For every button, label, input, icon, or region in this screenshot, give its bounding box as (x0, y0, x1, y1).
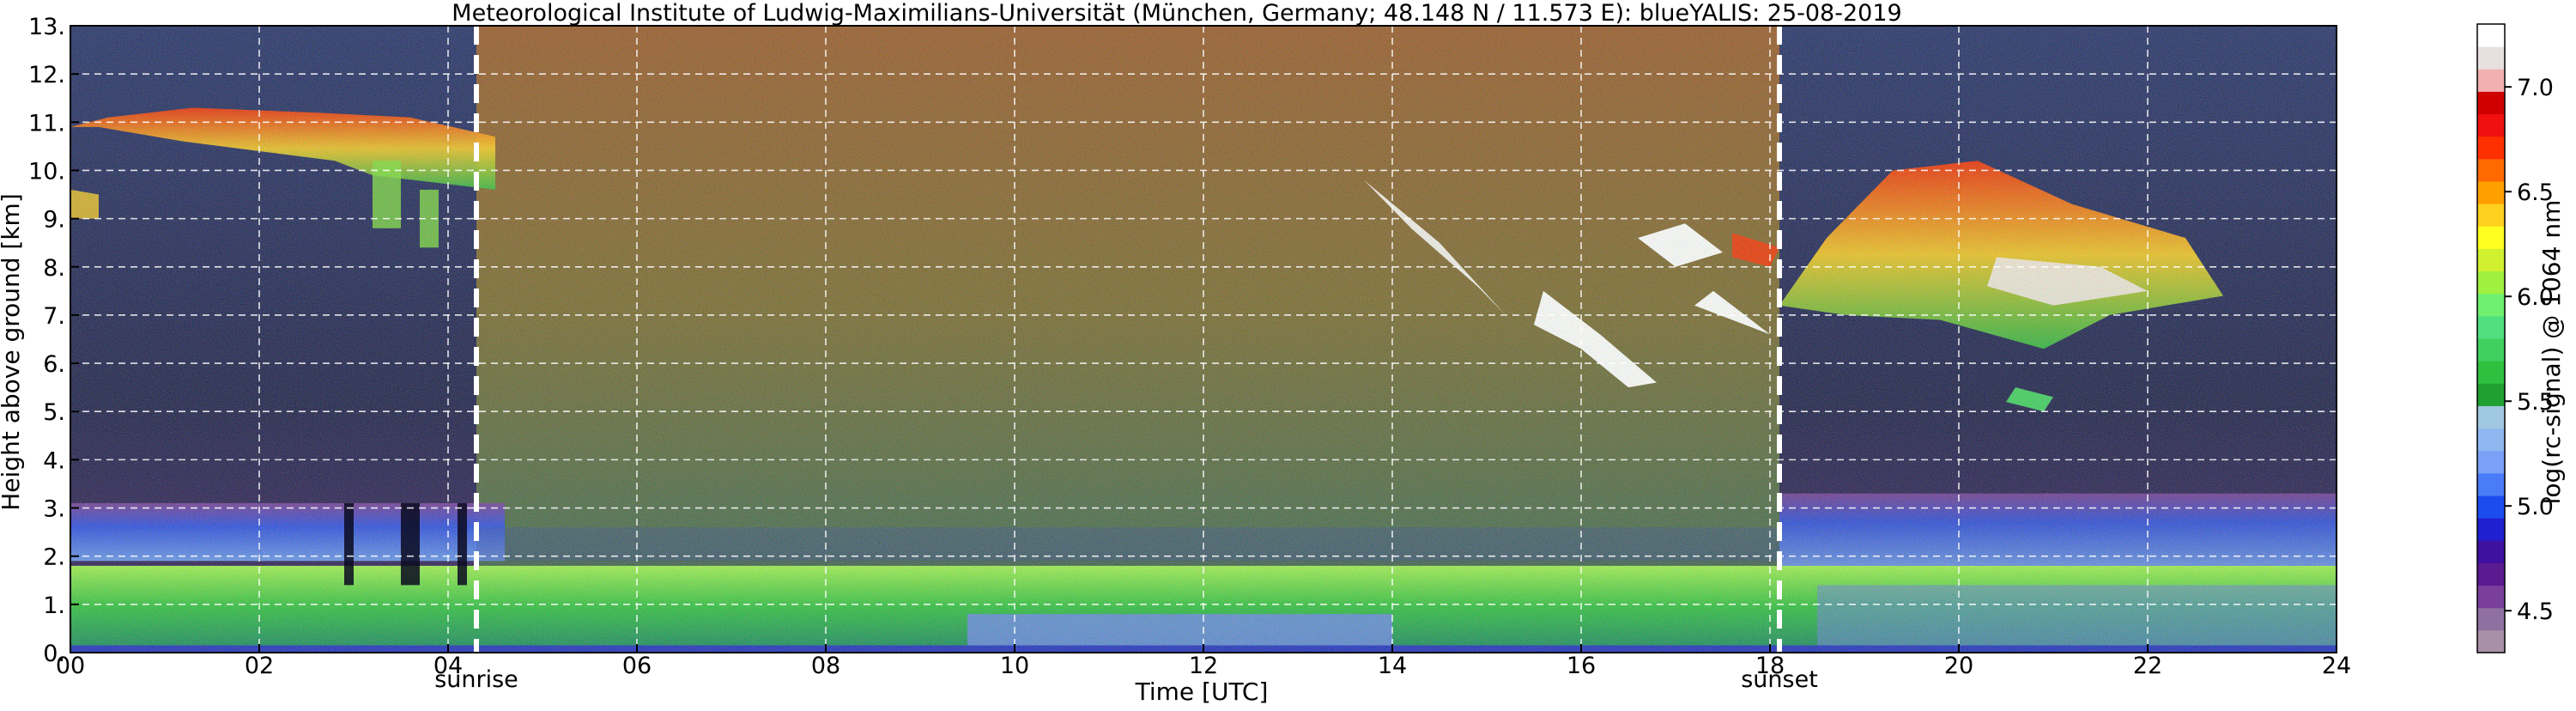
colorbar-swatch (2477, 450, 2505, 474)
y-tick-label: 4. (43, 447, 65, 474)
colorbar-swatch (2477, 495, 2505, 519)
x-tick-label: 08 (811, 653, 840, 679)
colorbar-swatch (2477, 270, 2505, 295)
x-tick-label: 02 (245, 653, 274, 679)
y-tick-label: 3. (43, 496, 65, 523)
x-tick-label: 04 (433, 653, 463, 679)
x-tick-label: 24 (2322, 653, 2351, 679)
grid-lines (70, 26, 2337, 653)
y-tick-label: 5. (43, 399, 65, 426)
colorbar-swatch (2477, 46, 2505, 70)
x-tick-label: 22 (2133, 653, 2162, 679)
colorbar-frame (2476, 23, 2506, 653)
y-tick-label: 11. (28, 110, 65, 137)
colorbar-swatch (2477, 91, 2505, 115)
y-axis-label: Height above ground [km] (0, 193, 25, 511)
y-tick-label: 7. (43, 303, 65, 330)
colorbar-swatch (2477, 226, 2505, 249)
x-tick-label: 14 (1378, 653, 1407, 679)
y-tick-label: 9. (43, 207, 65, 234)
sunset-marker-label: sunset (1741, 666, 1818, 693)
colorbar-swatch (2477, 629, 2505, 653)
colorbar-swatch (2477, 428, 2505, 452)
y-tick-label: 6. (43, 351, 65, 378)
colorbar-swatch (2477, 158, 2505, 182)
x-tick-label: 18 (1755, 653, 1785, 679)
y-tick-label: 10. (28, 158, 65, 185)
y-tick-label: 12. (28, 62, 65, 88)
precipitation-gap (458, 502, 467, 586)
colorbar-label: log(rc-signal) @ 1064 nm (2537, 200, 2566, 505)
colorbar-swatch (2477, 293, 2505, 317)
colorbar-swatch (2477, 361, 2505, 384)
y-tick-label: 1. (43, 592, 65, 619)
colorbar-swatch (2477, 585, 2505, 609)
y-tick-label: 8. (43, 255, 65, 282)
colorbar-swatch (2477, 607, 2505, 631)
colorbar: 4.5 5.0 5.5 6.0 6.5 7.0 (2476, 23, 2554, 653)
colorbar-tick-label: 4.5 (2517, 599, 2554, 625)
x-tick-label: 16 (1567, 653, 1596, 679)
colorbar-swatch (2477, 518, 2505, 541)
y-tick-label: 2. (43, 544, 65, 571)
colorbar-tick-label: 6.5 (2517, 179, 2554, 206)
x-tick-label: 20 (1944, 653, 1973, 679)
colorbar-swatch (2477, 69, 2505, 92)
x-tick-label: 06 (622, 653, 652, 679)
colorbar-swatch (2477, 562, 2505, 586)
colorbar-swatch (2477, 383, 2505, 406)
precipitation-gap (344, 502, 354, 586)
colorbar-tick-label: 6.0 (2517, 284, 2554, 311)
x-tick-label: 12 (1189, 653, 1218, 679)
colorbar-swatch (2477, 136, 2505, 160)
colorbar-swatch (2477, 248, 2505, 272)
colorbar-swatch (2477, 181, 2505, 204)
colorbar-tick-label: 5.5 (2517, 389, 2554, 416)
colorbar-swatch (2477, 113, 2505, 137)
x-tick-label: 00 (56, 653, 85, 679)
y-tick-label: 0. (43, 641, 65, 667)
sunrise-marker-label: sunrise (434, 666, 518, 693)
colorbar-tick-label: 7.0 (2517, 75, 2554, 101)
x-axis-label: Time [UTC] (1135, 678, 1269, 706)
axes: sunrise sunset 00 02 04 06 08 10 12 14 16 18 20 22 24 0… (28, 14, 2351, 693)
colorbar-tick-label: 5.0 (2517, 494, 2554, 520)
colorbar-swatch (2477, 315, 2505, 339)
chart-title: Meteorological Institute of Ludwig-Maxim… (452, 0, 1901, 27)
colorbar-swatch (2477, 540, 2505, 563)
colorbar-swatch (2477, 472, 2505, 496)
colorbar-swatch (2477, 24, 2505, 47)
precipitation-gap (401, 502, 420, 586)
colorbar-swatch (2477, 204, 2505, 227)
colorbar-swatch (2477, 405, 2505, 429)
colorbar-swatch (2477, 338, 2505, 362)
y-tick-label: 13. (28, 14, 65, 40)
x-tick-label: 10 (1000, 653, 1029, 679)
